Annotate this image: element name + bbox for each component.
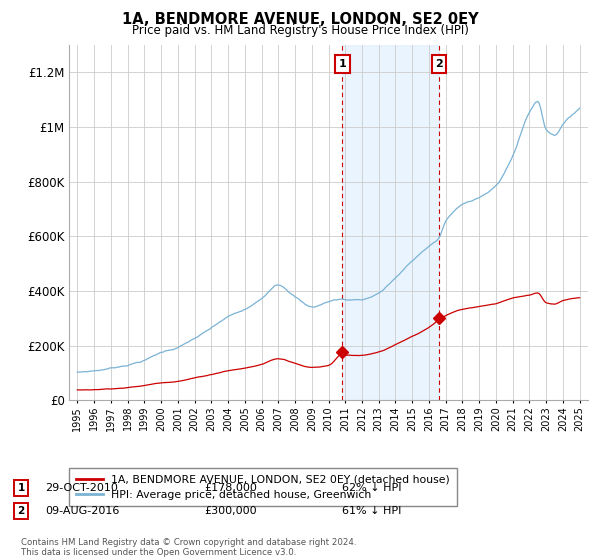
Text: 1A, BENDMORE AVENUE, LONDON, SE2 0EY: 1A, BENDMORE AVENUE, LONDON, SE2 0EY — [122, 12, 478, 27]
Text: 2: 2 — [435, 59, 443, 69]
Text: £178,000: £178,000 — [204, 483, 257, 493]
Legend: 1A, BENDMORE AVENUE, LONDON, SE2 0EY (detached house), HPI: Average price, detac: 1A, BENDMORE AVENUE, LONDON, SE2 0EY (de… — [69, 468, 457, 506]
Bar — [343, 45, 439, 400]
Text: 2: 2 — [17, 506, 25, 516]
Text: £300,000: £300,000 — [204, 506, 257, 516]
Text: Price paid vs. HM Land Registry's House Price Index (HPI): Price paid vs. HM Land Registry's House … — [131, 24, 469, 36]
Text: 62% ↓ HPI: 62% ↓ HPI — [342, 483, 401, 493]
Text: 09-AUG-2016: 09-AUG-2016 — [45, 506, 119, 516]
Text: 61% ↓ HPI: 61% ↓ HPI — [342, 506, 401, 516]
Text: Contains HM Land Registry data © Crown copyright and database right 2024.
This d: Contains HM Land Registry data © Crown c… — [21, 538, 356, 557]
Text: 29-OCT-2010: 29-OCT-2010 — [45, 483, 118, 493]
Text: 1: 1 — [17, 483, 25, 493]
Text: 1: 1 — [338, 59, 346, 69]
